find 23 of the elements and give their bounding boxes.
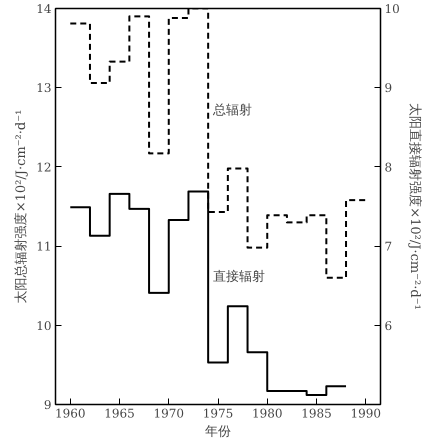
x-axis-title: 年份	[205, 424, 231, 440]
y-tick-label: 14	[36, 2, 52, 16]
x-tick-label: 1970	[153, 406, 184, 420]
y2-tick-label: 10	[384, 2, 400, 16]
y2-tick-label: 9	[384, 81, 392, 96]
y2-tick-label: 8	[384, 160, 392, 174]
x-tick-label: 1965	[104, 406, 135, 420]
y-tick-label: 11	[36, 240, 52, 254]
y-axis-title: 太阳总辐射强度×10²/J·cm⁻²·d⁻¹	[13, 110, 30, 304]
y2-tick-label: 6	[384, 318, 392, 333]
y-tick-label: 10	[36, 318, 52, 333]
series-label: 直接辐射	[213, 269, 266, 284]
x-tick-label: 1975	[202, 406, 234, 420]
series-label: 总辐射	[212, 102, 252, 118]
y2-axis-title: 太阳直接辐射强度×10²/J·cm⁻²·d⁻¹	[406, 103, 423, 310]
x-tick-label: 1990	[350, 406, 382, 420]
x-tick-label: 1985	[301, 406, 332, 420]
y-tick-label: 13	[36, 81, 52, 96]
x-tick-label: 1980	[252, 406, 283, 420]
y2-tick-label: 7	[384, 240, 392, 254]
x-tick-label: 1960	[55, 406, 86, 420]
y-tick-label: 12	[36, 160, 52, 174]
y-tick-label: 9	[44, 398, 52, 412]
